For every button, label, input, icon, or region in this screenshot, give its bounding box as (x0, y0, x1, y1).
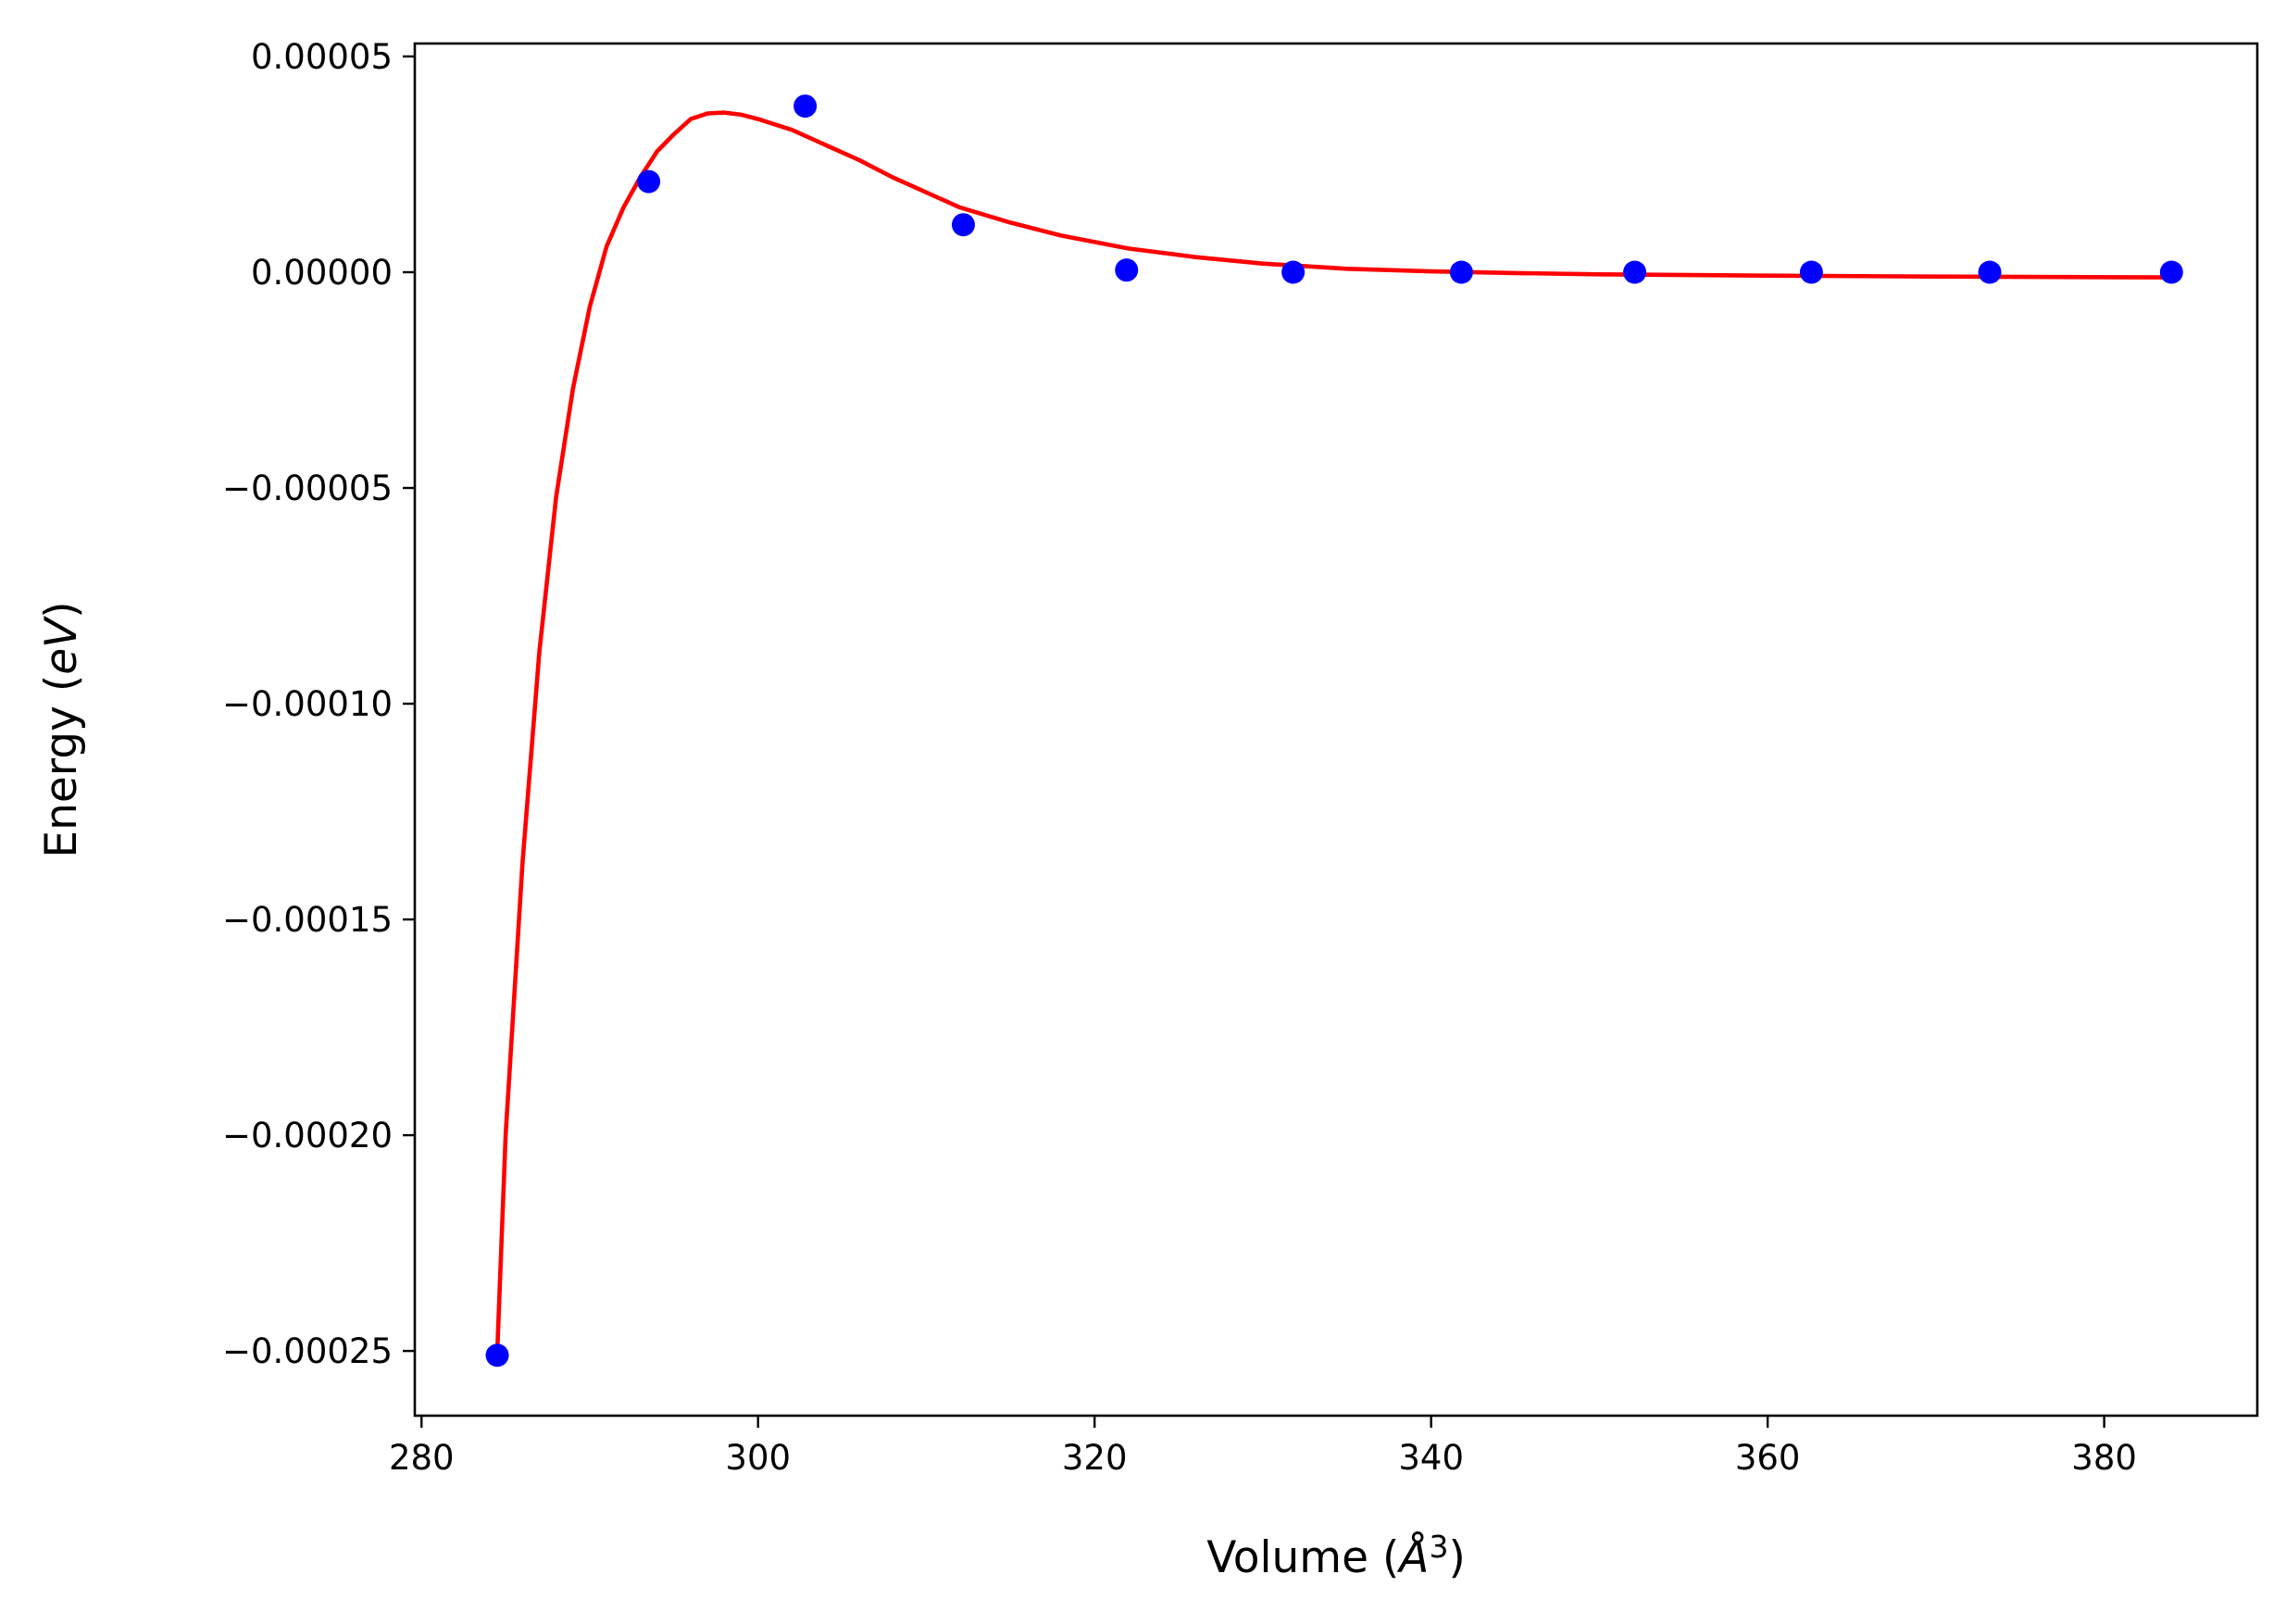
x-tick-label: 280 (389, 1438, 455, 1478)
x-axis-label: Volume (Å3) (1206, 1529, 1466, 1583)
y-tick-label: 0.00000 (251, 253, 393, 293)
x-tick-label: 360 (1735, 1438, 1801, 1478)
x-tick-label: 380 (2071, 1438, 2137, 1478)
data-point (1115, 258, 1139, 282)
data-point (951, 213, 975, 237)
data-point (1978, 260, 2002, 284)
y-tick-label: 0.00005 (251, 37, 393, 77)
plot-area (485, 94, 2183, 1368)
data-point (1799, 260, 1823, 284)
x-tick-label: 340 (1398, 1438, 1464, 1478)
fit-curve (494, 110, 2174, 1354)
data-point (1281, 260, 1305, 284)
y-tick-label: −0.00010 (222, 684, 393, 724)
y-tick-label: −0.00025 (222, 1331, 393, 1371)
data-point (793, 94, 818, 119)
data-point (637, 169, 661, 194)
axes-frame (413, 42, 2259, 1418)
data-point (2159, 260, 2183, 284)
data-point (485, 1343, 509, 1368)
y-tick-label: −0.00020 (222, 1116, 393, 1156)
data-point (1449, 260, 1473, 284)
y-axis: 0.00005 0.00000 −0.00005 −0.00010 −0.00015 −0… (222, 37, 415, 1371)
y-tick-label: −0.00015 (222, 900, 393, 940)
x-tick-label: 300 (725, 1438, 791, 1478)
data-point (1623, 260, 1647, 284)
y-axis-label: Energy (eV) (36, 601, 87, 857)
x-tick-label: 320 (1062, 1438, 1128, 1478)
x-axis: 280 300 320 340 360 380 (389, 1416, 2137, 1478)
y-tick-label: −0.00005 (222, 468, 393, 508)
